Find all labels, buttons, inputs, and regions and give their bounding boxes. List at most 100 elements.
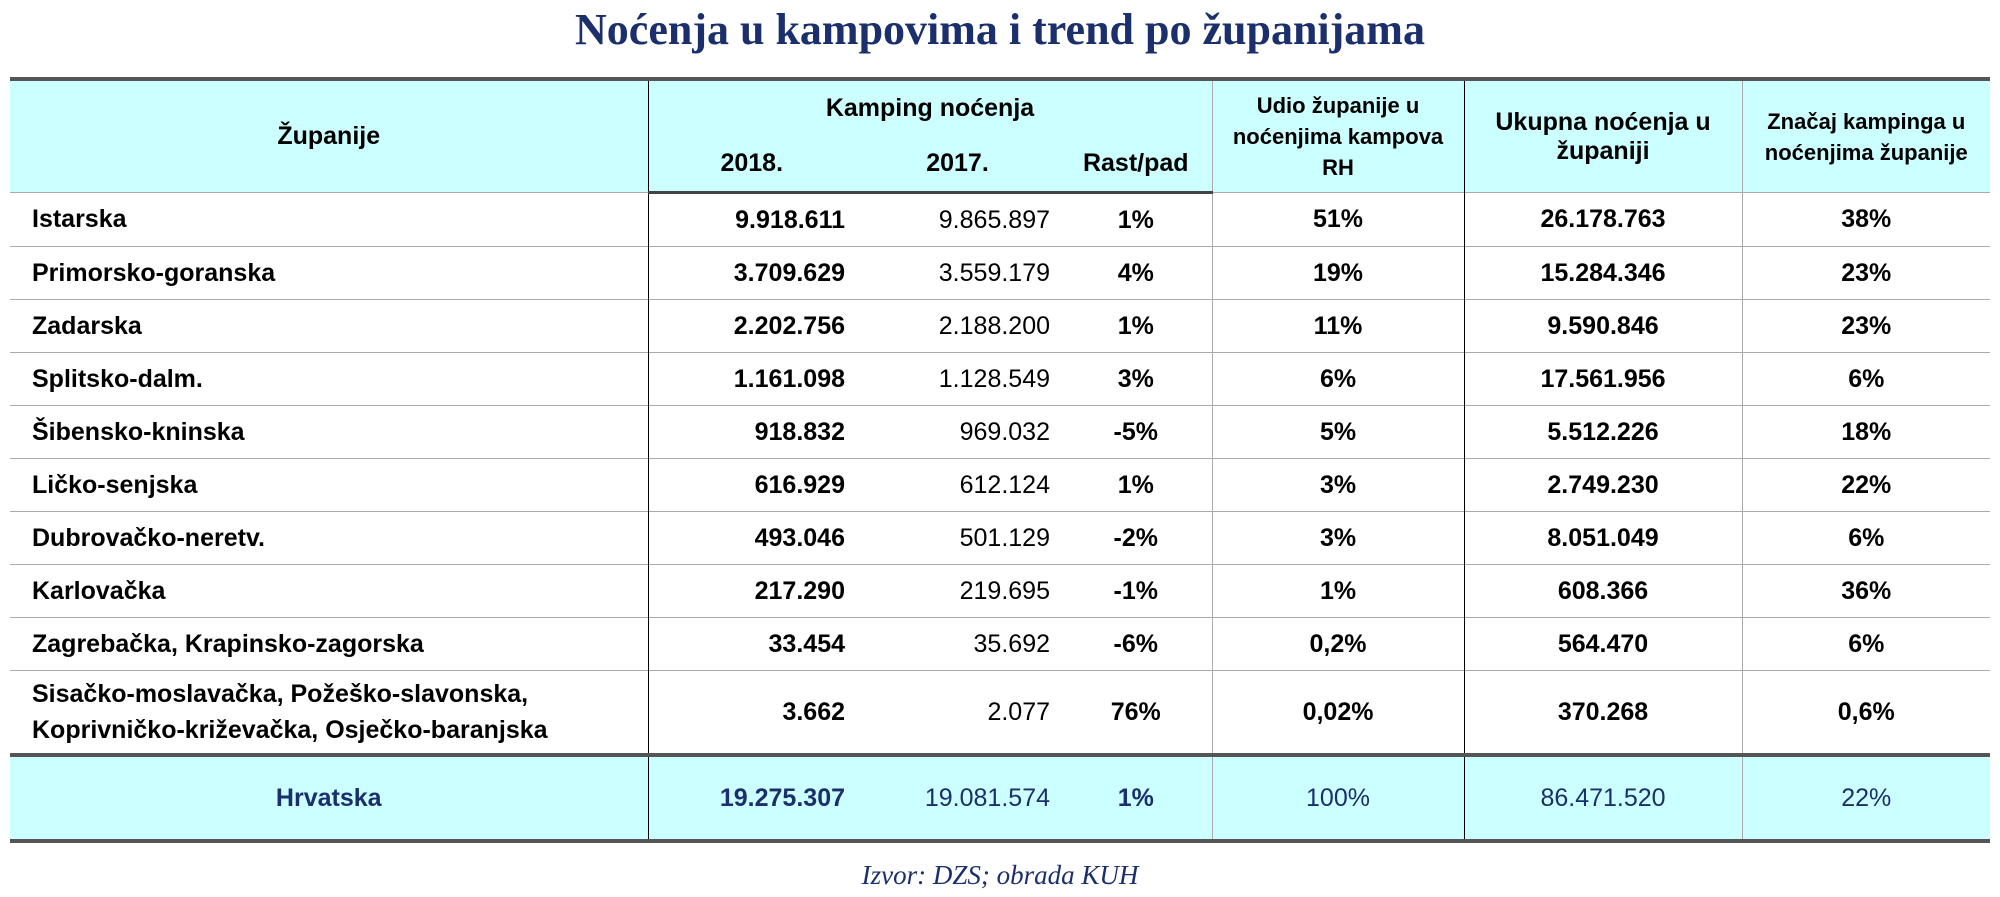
- table-row: Šibensko-kninska 918.832 969.032 -5% 5% 5.512…: [10, 405, 1991, 459]
- value-rast-pad: -2%: [1060, 511, 1213, 565]
- county-name: Zagrebačka, Krapinsko-zagorska: [10, 617, 648, 671]
- value-ukupna: 370.268: [1463, 670, 1743, 755]
- county-name: Primorsko-goranska: [10, 246, 648, 300]
- value-2017: 612.124: [855, 458, 1060, 512]
- table-row: Ličko-senjska 616.929 612.124 1% 3% 2.749.230…: [10, 458, 1991, 512]
- value-2018: 918.832: [647, 405, 855, 459]
- value-2018: 3.709.629: [647, 246, 855, 300]
- value-udio: 3%: [1211, 511, 1465, 565]
- county-name: Ličko-senjska: [10, 458, 648, 512]
- value-ukupna: 26.178.763: [1463, 192, 1743, 247]
- value-znacaj: 6%: [1741, 511, 1991, 565]
- value-2017: 2.188.200: [855, 299, 1060, 353]
- county-name: Sisačko-moslavačka, Požeško-slavonska, Ko…: [10, 670, 648, 755]
- value-2018: 217.290: [647, 564, 855, 618]
- county-name: Istarska: [10, 192, 648, 247]
- header-znacaj: Značaj kampinga u noćenjima županije: [1741, 79, 1991, 193]
- value-udio: 1%: [1211, 564, 1465, 618]
- value-znacaj: 23%: [1741, 299, 1991, 353]
- value-ukupna: 2.749.230: [1463, 458, 1743, 512]
- value-2017: 219.695: [855, 564, 1060, 618]
- county-name-line: Koprivničko-križevačka, Osječko-baranjsk…: [32, 716, 548, 744]
- total-2017: 19.081.574: [855, 754, 1060, 841]
- source-note: Izvor: DZS; obrada KUH: [861, 860, 1139, 890]
- value-2017: 501.129: [855, 511, 1060, 565]
- page-title: Noćenja u kampovima i trend po županijam…: [575, 5, 1425, 54]
- value-2018: 493.046: [647, 511, 855, 565]
- table-row: Sisačko-moslavačka, Požeško-slavonska, Ko…: [10, 670, 1991, 755]
- value-udio: 5%: [1211, 405, 1465, 459]
- value-ukupna: 8.051.049: [1463, 511, 1743, 565]
- value-udio: 3%: [1211, 458, 1465, 512]
- total-udio: 100%: [1211, 754, 1465, 841]
- value-2018: 2.202.756: [647, 299, 855, 353]
- county-name: Šibensko-kninska: [10, 405, 648, 459]
- value-2017: 9.865.897: [855, 192, 1060, 247]
- value-rast-pad: 3%: [1060, 352, 1213, 406]
- value-ukupna: 15.284.346: [1463, 246, 1743, 300]
- county-name: Karlovačka: [10, 564, 648, 618]
- value-znacaj: 18%: [1741, 405, 1991, 459]
- value-rast-pad: 1%: [1060, 299, 1213, 353]
- county-name: Dubrovačko-neretv.: [10, 511, 648, 565]
- county-name: Splitsko-dalm.: [10, 352, 648, 406]
- value-2018: 3.662: [647, 670, 855, 755]
- value-2018: 616.929: [647, 458, 855, 512]
- value-znacaj: 6%: [1741, 352, 1991, 406]
- value-2018: 9.918.611: [647, 192, 855, 247]
- header-kamping-nocenja: Kamping noćenja: [647, 79, 1213, 136]
- total-name: Hrvatska: [10, 754, 648, 841]
- header-ukupna: Ukupna noćenja u županiji: [1463, 79, 1743, 193]
- value-rast-pad: 1%: [1060, 192, 1213, 247]
- table-row: Primorsko-goranska 3.709.629 3.559.179 4% 19…: [10, 246, 1991, 300]
- value-znacaj: 0,6%: [1741, 670, 1991, 755]
- header-2018: 2018.: [647, 136, 855, 194]
- table-row: Zadarska 2.202.756 2.188.200 1% 11% 9.590.846…: [10, 299, 1991, 353]
- value-rast-pad: 4%: [1060, 246, 1213, 300]
- value-rast-pad: 1%: [1060, 458, 1213, 512]
- header-2017: 2017.: [855, 136, 1060, 194]
- value-rast-pad: 76%: [1060, 670, 1213, 755]
- value-ukupna: 564.470: [1463, 617, 1743, 671]
- value-znacaj: 38%: [1741, 192, 1991, 247]
- value-udio: 51%: [1211, 192, 1465, 247]
- value-2018: 33.454: [647, 617, 855, 671]
- total-2018: 19.275.307: [647, 754, 855, 841]
- value-2017: 969.032: [855, 405, 1060, 459]
- total-row: Hrvatska 19.275.307 19.081.574 1% 100% 86.471…: [10, 754, 1991, 841]
- value-rast-pad: -5%: [1060, 405, 1213, 459]
- value-znacaj: 6%: [1741, 617, 1991, 671]
- value-2017: 1.128.549: [855, 352, 1060, 406]
- value-udio: 6%: [1211, 352, 1465, 406]
- header-udio: Udio županije u noćenjima kampova RH: [1211, 79, 1465, 193]
- value-znacaj: 22%: [1741, 458, 1991, 512]
- camping-table: Županije Kamping noćenja Udio županije u…: [10, 77, 1991, 843]
- value-2017: 35.692: [855, 617, 1060, 671]
- table-row: Splitsko-dalm. 1.161.098 1.128.549 3% 6% 17.5…: [10, 352, 1991, 406]
- value-rast-pad: -1%: [1060, 564, 1213, 618]
- value-udio: 0,2%: [1211, 617, 1465, 671]
- county-name-line: Sisačko-moslavačka, Požeško-slavonska,: [32, 680, 529, 708]
- value-znacaj: 23%: [1741, 246, 1991, 300]
- value-2017: 2.077: [855, 670, 1060, 755]
- value-2018: 1.161.098: [647, 352, 855, 406]
- county-name: Zadarska: [10, 299, 648, 353]
- total-rast-pad: 1%: [1060, 754, 1213, 841]
- header-zupanije: Županije: [277, 122, 381, 150]
- value-ukupna: 5.512.226: [1463, 405, 1743, 459]
- value-rast-pad: -6%: [1060, 617, 1213, 671]
- value-znacaj: 36%: [1741, 564, 1991, 618]
- table-row: Istarska 9.918.611 9.865.897 1% 51% 26.178.76…: [10, 192, 1991, 247]
- total-ukupna: 86.471.520: [1463, 754, 1743, 841]
- value-ukupna: 9.590.846: [1463, 299, 1743, 353]
- value-udio: 19%: [1211, 246, 1465, 300]
- table-row: Karlovačka 217.290 219.695 -1% 1% 608.366 36%: [10, 564, 1991, 618]
- value-udio: 11%: [1211, 299, 1465, 353]
- table-row: Zagrebačka, Krapinsko-zagorska 33.454 35.6…: [10, 617, 1991, 671]
- value-ukupna: 608.366: [1463, 564, 1743, 618]
- value-2017: 3.559.179: [855, 246, 1060, 300]
- value-udio: 0,02%: [1211, 670, 1465, 755]
- table-row: Dubrovačko-neretv. 493.046 501.129 -2% 3% 8.0…: [10, 511, 1991, 565]
- total-znacaj: 22%: [1741, 754, 1991, 841]
- value-ukupna: 17.561.956: [1463, 352, 1743, 406]
